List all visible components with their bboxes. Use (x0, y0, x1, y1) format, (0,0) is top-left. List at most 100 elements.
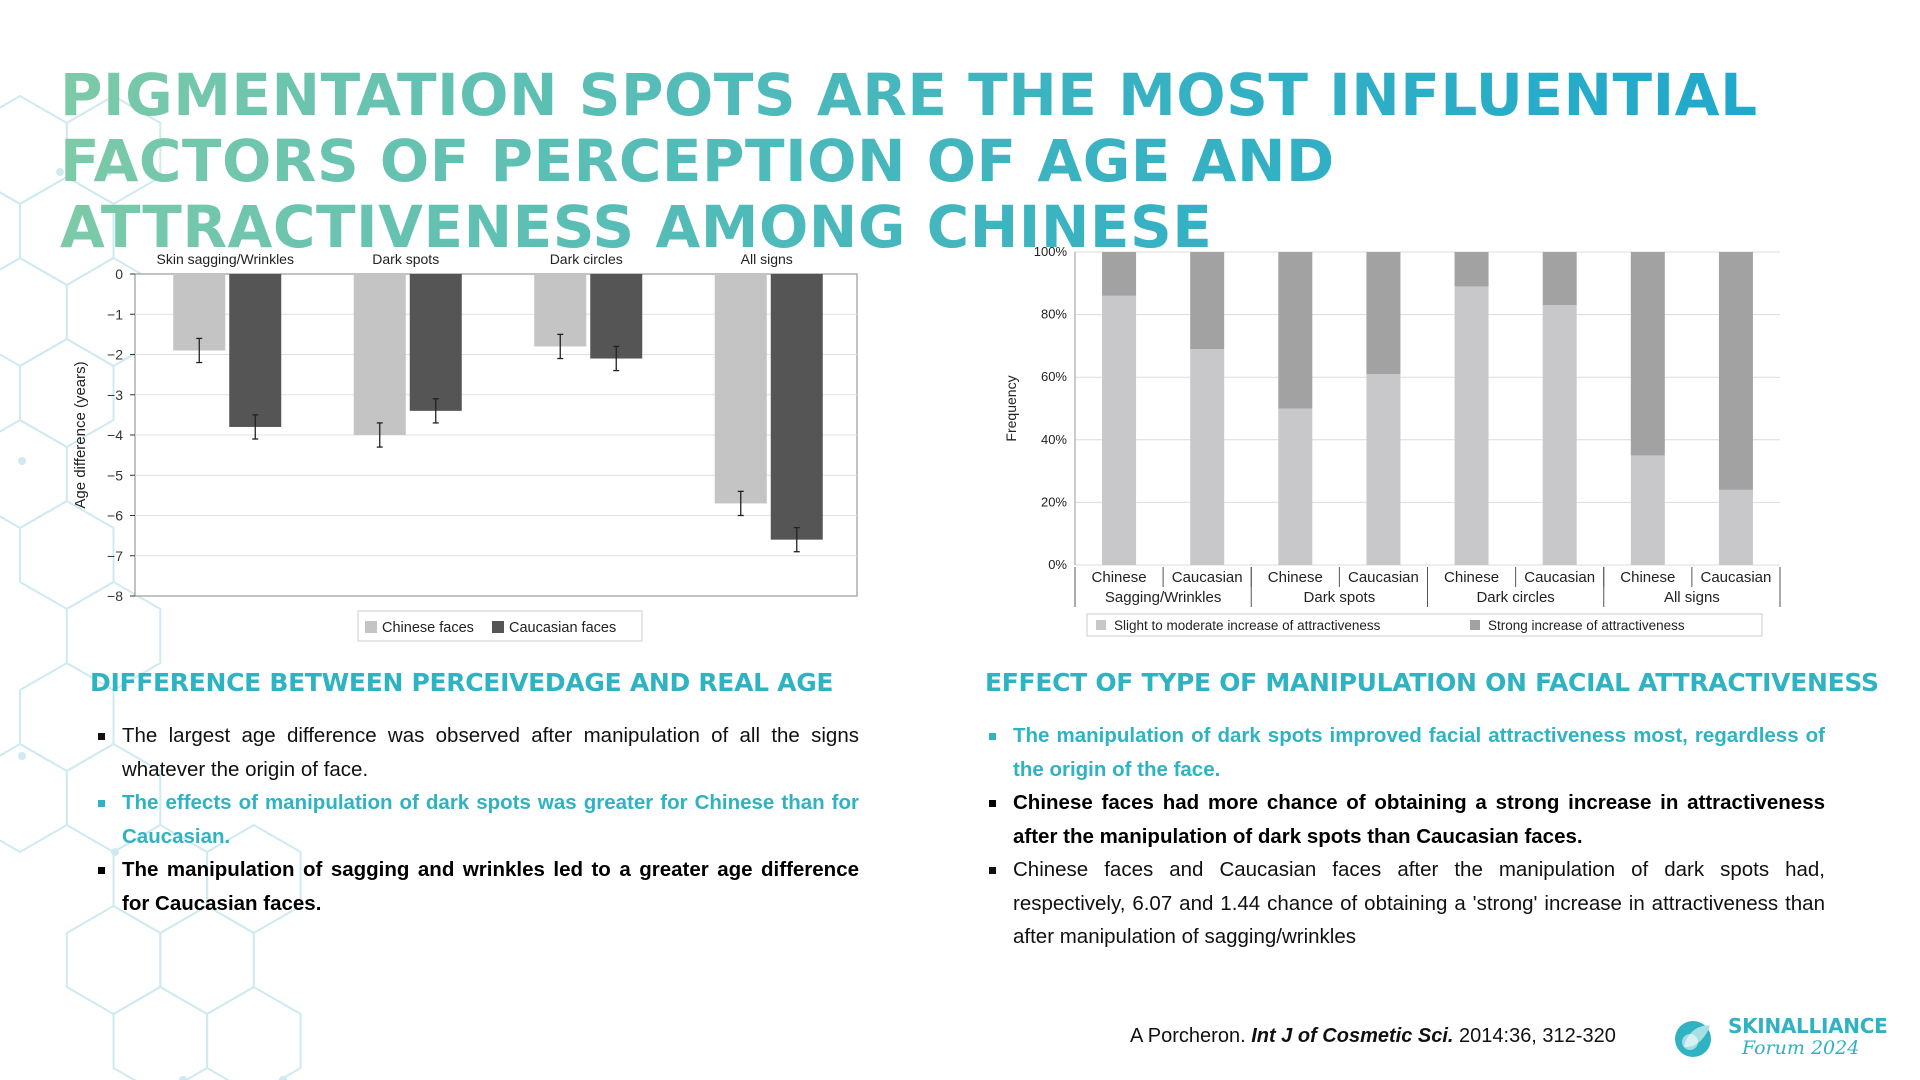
y-axis-label: Age difference (years) (72, 361, 89, 508)
legend-label: Chinese faces (382, 620, 474, 636)
hexagon-shape (0, 94, 68, 206)
stacked-bar-segment (1718, 489, 1753, 565)
bar (353, 274, 406, 435)
y-tick-label: 80% (1041, 307, 1067, 322)
bar (770, 274, 823, 540)
subcategory-label: Caucasian (1348, 569, 1419, 586)
category-label: Dark spots (372, 251, 439, 267)
right-bullet-2: Chinese faces had more chance of obtaini… (985, 786, 1825, 853)
y-tick-label: 0% (1048, 557, 1067, 572)
hexagon-shape (65, 904, 162, 1016)
logo-text-skinalliance: SKINALLIANCE (1728, 1014, 1888, 1038)
stacked-bar-segment (1278, 252, 1313, 409)
y-tick-label: −6 (107, 508, 123, 524)
stacked-bar-segment (1542, 252, 1577, 306)
group-label: Sagging/Wrinkles (1105, 589, 1221, 606)
hexagon-shape (0, 191, 21, 271)
category-label: All signs (741, 251, 793, 267)
right-bullet-1: The manipulation of dark spots improved … (985, 719, 1825, 786)
bar (409, 274, 462, 411)
y-tick-label: −7 (107, 548, 123, 564)
left-bullet-1: The largest age difference was observed … (94, 719, 859, 786)
hexagon-dot (179, 1076, 187, 1080)
y-tick-label: −2 (107, 347, 123, 363)
hexagon-dot (279, 1076, 287, 1080)
citation-ref: 2014:36, 312-320 (1459, 1025, 1616, 1047)
stacked-bar-segment (1190, 252, 1225, 350)
citation-author: A Porcheron. (1130, 1025, 1246, 1047)
legend-label: Slight to moderate increase of attractiv… (1114, 618, 1381, 633)
hexagon-shape (0, 418, 68, 530)
category-label: Skin sagging/Wrinkles (157, 251, 294, 267)
stacked-bar-segment (1102, 252, 1137, 296)
subcategory-label: Caucasian (1700, 569, 1771, 586)
legend-swatch (492, 621, 504, 633)
legend-swatch (1470, 620, 1480, 630)
group-label: Dark spots (1304, 589, 1376, 606)
stacked-bar-segment (1630, 252, 1665, 456)
subcategory-label: Chinese (1092, 569, 1147, 586)
group-label: All signs (1664, 589, 1720, 606)
bar (590, 274, 643, 359)
y-tick-label: −5 (107, 467, 123, 483)
legend-swatch (1096, 620, 1106, 630)
left-section-heading: DIFFERENCE BETWEEN PERCEIVEDAGE AND REAL… (90, 668, 834, 697)
stacked-bar-segment (1278, 408, 1313, 565)
subcategory-label: Chinese (1620, 569, 1675, 586)
left-bullet-3: The manipulation of sagging and wrinkles… (94, 853, 859, 920)
stacked-bar-segment (1366, 374, 1401, 565)
y-tick-label: −1 (107, 306, 123, 322)
age-difference-chart: 0 −1 −2 −3 −4 −5 −6 −7 −8 Age difference (years) S… (60, 240, 880, 660)
hexagon-dot (18, 752, 26, 760)
y-axis-label: Frequency (1003, 375, 1019, 441)
stacked-bar-segment (1366, 252, 1401, 375)
stacked-bar-segment (1630, 455, 1665, 565)
subcategory-label: Caucasian (1172, 569, 1243, 586)
bar (714, 274, 767, 504)
y-tick-label: 100% (1034, 244, 1068, 259)
right-bullet-list: The manipulation of dark spots improved … (985, 719, 1825, 954)
right-bullet-3: Chinese faces and Caucasian faces after … (985, 853, 1825, 954)
hexagon-shape (159, 904, 255, 1016)
hexagon-dot (111, 848, 119, 856)
legend: Slight to moderate increase of attractiv… (1086, 613, 1763, 637)
hexagon-shape (0, 742, 68, 854)
hexagon-shape (206, 985, 302, 1080)
attractiveness-frequency-chart: 0% 20% 40% 60% 80% 100% Frequency Chinese Caucas… (990, 240, 1790, 640)
y-tick-label: 40% (1041, 432, 1067, 447)
logo-text-forum: Forum 2024 (1742, 1037, 1860, 1059)
stacked-bar-segment (1190, 349, 1225, 565)
legend: Chinese faces Caucasian faces (357, 610, 643, 642)
category-label: Dark circles (550, 251, 623, 267)
legend-box (1086, 613, 1763, 637)
leaf-drop-icon (1675, 1021, 1711, 1057)
hexagon-dot (18, 457, 26, 465)
legend-label: Caucasian faces (509, 620, 616, 636)
y-tick-label: 60% (1041, 369, 1067, 384)
hexagon-shape (0, 256, 68, 368)
y-tick-label: 20% (1041, 494, 1067, 509)
hexagon-dot (104, 168, 112, 176)
page-title: PIGMENTATION SPOTS ARE THE MOST INFLUENT… (60, 62, 1880, 260)
stacked-bar-segment (1102, 295, 1137, 565)
stacked-bar-segment (1454, 252, 1489, 287)
y-tick-label: −4 (107, 427, 123, 443)
stacked-bar-segment (1718, 252, 1753, 490)
skinalliance-logo: SKINALLIANCE Forum 2024 (1670, 1010, 1910, 1070)
bar (229, 274, 282, 427)
subcategory-label: Caucasian (1524, 569, 1595, 586)
hexagon-shape (112, 985, 209, 1080)
citation-journal: Int J of Cosmetic Sci. (1251, 1025, 1454, 1047)
citation: A Porcheron. Int J of Cosmetic Sci. 2014… (1130, 1025, 1616, 1048)
y-tick-label: 0 (115, 266, 123, 282)
y-tick-label: −8 (107, 588, 123, 604)
hexagon-shape (206, 823, 302, 935)
subcategory-label: Chinese (1444, 569, 1499, 586)
legend-swatch (365, 621, 377, 633)
hexagon-dot (56, 168, 64, 176)
stacked-bar-segment (1454, 286, 1489, 565)
left-bullet-list: The largest age difference was observed … (94, 719, 859, 920)
legend-label: Strong increase of attractiveness (1488, 618, 1685, 633)
group-label: Dark circles (1476, 589, 1554, 606)
